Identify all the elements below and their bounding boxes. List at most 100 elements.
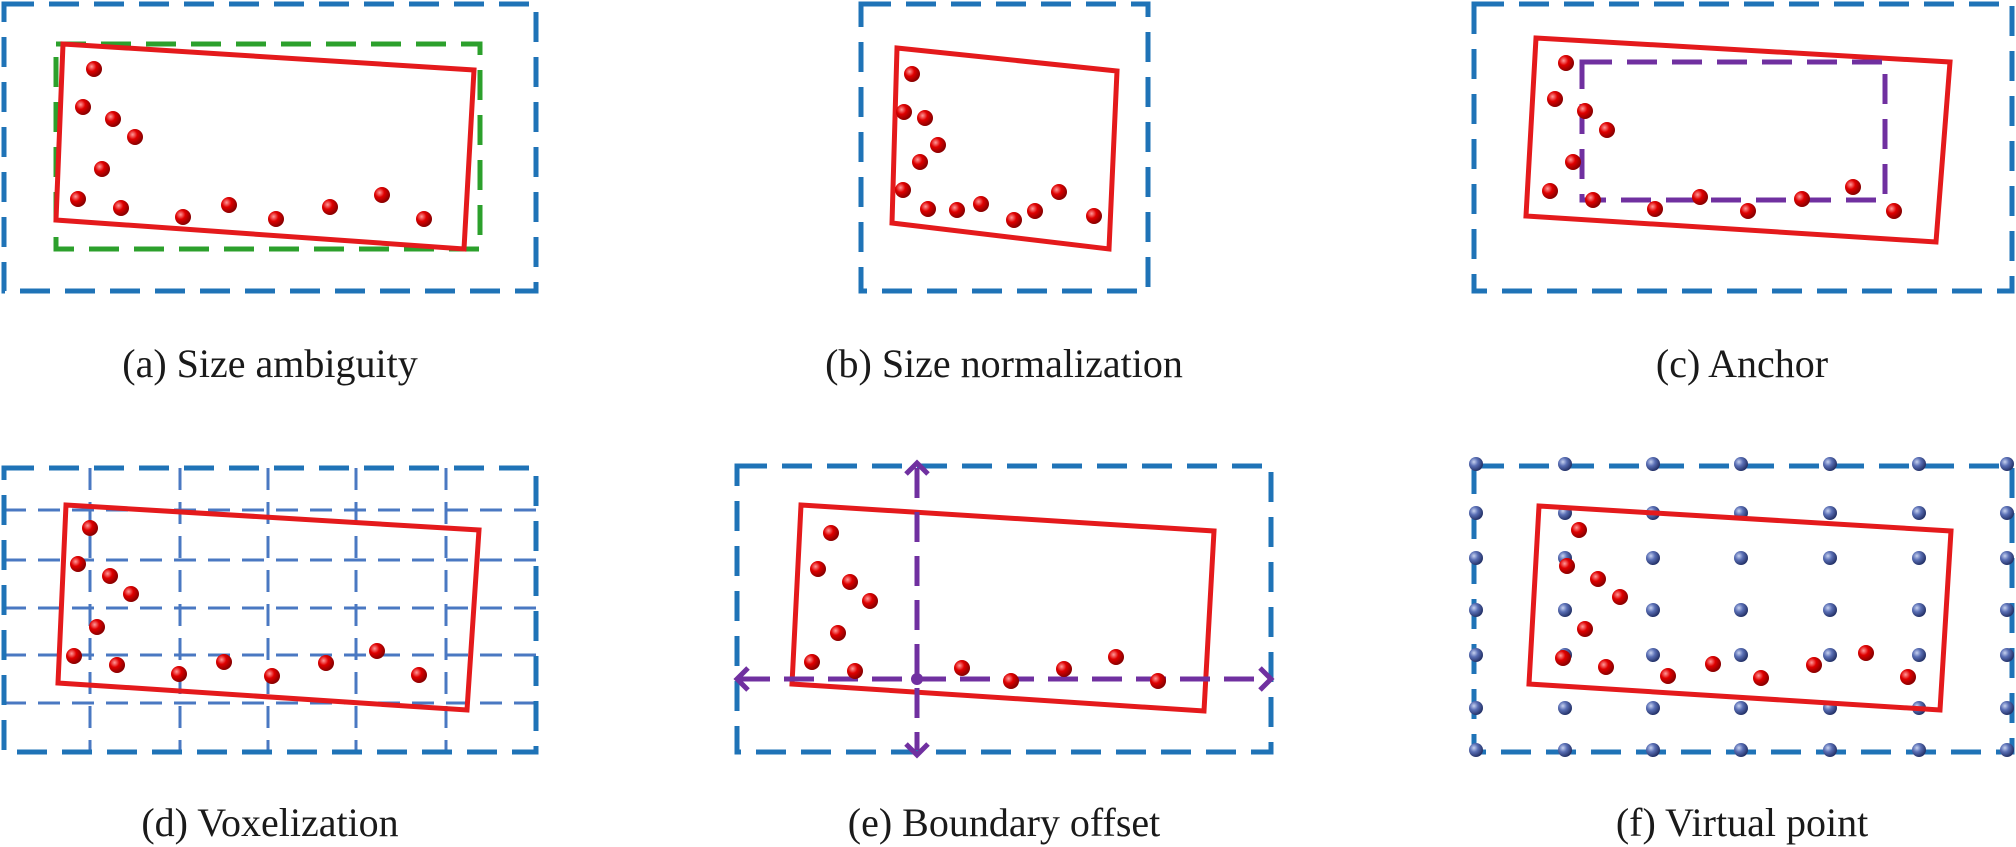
panel-boundary-offset: (e) Boundary offset: [733, 459, 1275, 845]
panel-size-ambiguity: (a) Size ambiguity: [1, 1, 539, 386]
lidar-points: [804, 525, 1166, 689]
virtual-point: [1823, 551, 1837, 565]
lidar-point: [102, 568, 118, 584]
lidar-point: [1559, 558, 1575, 574]
lidar-point: [127, 129, 143, 145]
virtual-point: [1469, 551, 1483, 565]
lidar-point: [1612, 589, 1628, 605]
ground-truth-box: [789, 502, 1217, 714]
virtual-point: [2000, 701, 2014, 715]
lidar-point: [94, 161, 110, 177]
virtual-point: [2000, 603, 2014, 617]
arrow-right-icon: [1258, 666, 1275, 692]
virtual-point: [1912, 743, 1926, 757]
lidar-point: [70, 556, 86, 572]
virtual-point: [2000, 743, 2014, 757]
lidar-point: [1542, 183, 1558, 199]
lidar-point: [1558, 55, 1574, 71]
lidar-point: [895, 182, 911, 198]
lidar-point: [1740, 203, 1756, 219]
panel-voxelization: (d) Voxelization: [1, 465, 539, 845]
lidar-points: [895, 66, 1102, 228]
virtual-point: [1912, 506, 1926, 520]
lidar-point: [1647, 201, 1663, 217]
lidar-point: [904, 66, 920, 82]
lidar-point: [1003, 673, 1019, 689]
virtual-point: [1646, 603, 1660, 617]
virtual-point: [1646, 551, 1660, 565]
lidar-point: [896, 104, 912, 120]
virtual-point: [1469, 701, 1483, 715]
lidar-point: [1753, 670, 1769, 686]
lidar-point: [374, 187, 390, 203]
lidar-point: [1598, 659, 1614, 675]
ground-truth-box: [1523, 35, 1953, 245]
lidar-point: [175, 209, 191, 225]
virtual-point: [1823, 506, 1837, 520]
panel-virtual-point: (f) Virtual point: [1469, 457, 2015, 845]
virtual-point: [1646, 743, 1660, 757]
panel-caption: (a) Size ambiguity: [122, 341, 417, 386]
panel-size-normalization: (b) Size normalization: [825, 1, 1183, 386]
virtual-point: [1823, 603, 1837, 617]
lidar-point: [1585, 192, 1601, 208]
virtual-point: [1558, 743, 1572, 757]
lidar-point: [322, 199, 338, 215]
lidar-point: [66, 648, 82, 664]
lidar-point: [105, 111, 121, 127]
virtual-point: [1734, 743, 1748, 757]
virtual-point: [1823, 457, 1837, 471]
lidar-point: [1571, 522, 1587, 538]
virtual-point: [1823, 648, 1837, 662]
virtual-point: [1734, 648, 1748, 662]
lidar-point: [1806, 657, 1822, 673]
lidar-point: [1108, 649, 1124, 665]
panel-caption: (b) Size normalization: [825, 341, 1183, 386]
lidar-point: [113, 200, 129, 216]
lidar-point: [1056, 661, 1072, 677]
virtual-point: [1469, 648, 1483, 662]
lidar-point: [1051, 184, 1067, 200]
panel-caption: (f) Virtual point: [1616, 800, 1868, 845]
lidar-points: [66, 520, 427, 684]
lidar-point: [1555, 650, 1571, 666]
virtual-point: [1912, 648, 1926, 662]
virtual-point: [1734, 603, 1748, 617]
ground-truth-box: [889, 45, 1120, 252]
proposal-box: [734, 463, 1274, 755]
lidar-point: [416, 211, 432, 227]
lidar-point: [123, 586, 139, 602]
virtual-point: [2000, 506, 2014, 520]
lidar-point: [830, 625, 846, 641]
panel-anchor: (c) Anchor: [1471, 1, 2015, 386]
virtual-point: [1646, 701, 1660, 715]
lidar-points: [1542, 55, 1902, 219]
lidar-point: [1705, 656, 1721, 672]
panel-caption: (e) Boundary offset: [848, 800, 1161, 845]
lidar-point: [109, 657, 125, 673]
lidar-point: [917, 110, 933, 126]
lidar-point: [1565, 154, 1581, 170]
virtual-point: [1558, 457, 1572, 471]
virtual-point: [1469, 457, 1483, 471]
lidar-point: [171, 666, 187, 682]
proposal-box: [1, 1, 539, 294]
virtual-point: [1734, 551, 1748, 565]
ground-truth-box: [55, 502, 482, 713]
lidar-point: [804, 654, 820, 670]
panel-caption: (c) Anchor: [1656, 341, 1828, 386]
center-point: [911, 673, 923, 685]
lidar-point: [318, 655, 334, 671]
lidar-point: [221, 197, 237, 213]
virtual-point: [1558, 701, 1572, 715]
virtual-point: [1469, 603, 1483, 617]
lidar-point: [973, 196, 989, 212]
virtual-point: [1912, 457, 1926, 471]
lidar-point: [75, 99, 91, 115]
lidar-point: [1577, 103, 1593, 119]
lidar-point: [930, 137, 946, 153]
lidar-point: [1006, 212, 1022, 228]
virtual-point: [1469, 506, 1483, 520]
arrow-down-icon: [904, 742, 930, 759]
